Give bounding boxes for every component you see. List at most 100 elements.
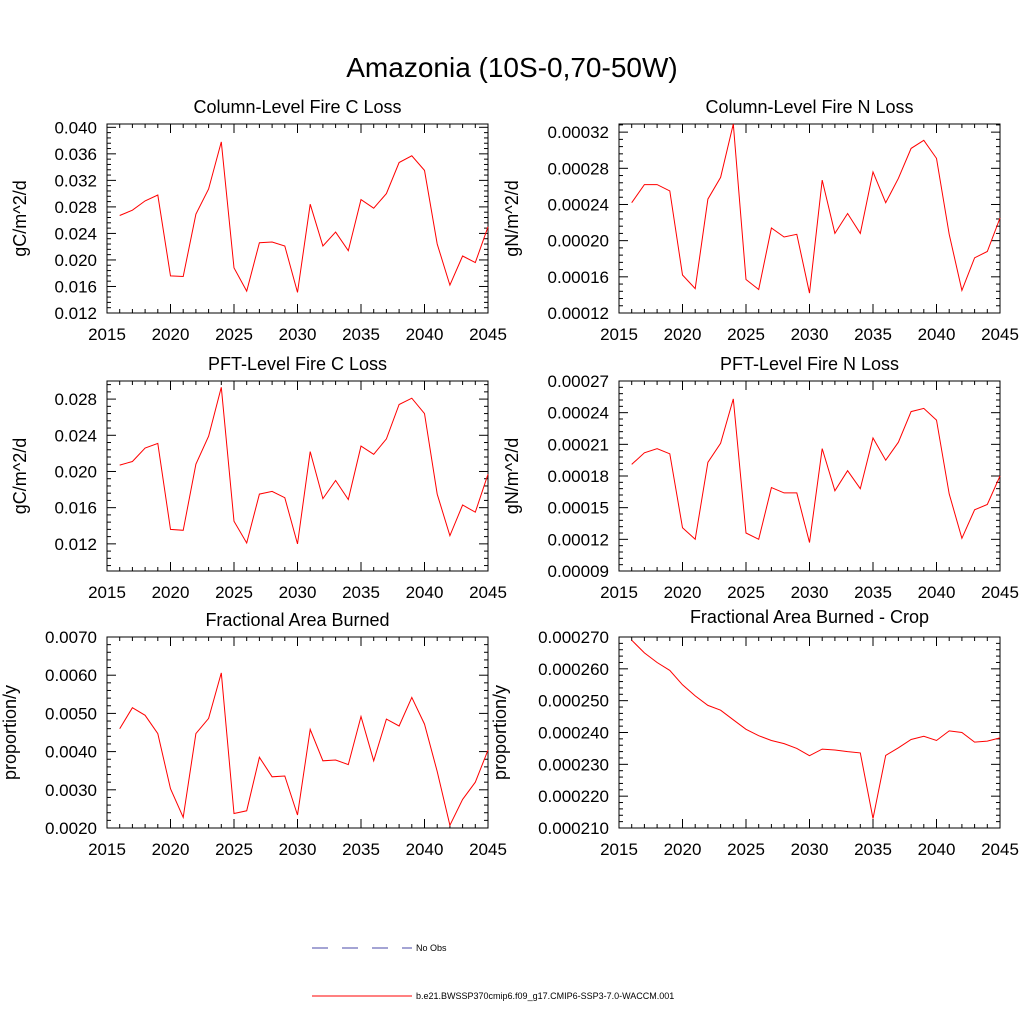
y-axis-label: proportion/y (490, 685, 510, 780)
y-tick-label: 0.00012 (548, 530, 609, 549)
y-tick-label: 0.00016 (548, 268, 609, 287)
y-tick-label: 0.000210 (538, 819, 609, 838)
x-tick-label: 2015 (88, 840, 126, 859)
y-axis-label: proportion/y (0, 685, 20, 780)
legend-label-2: b.e21.BWSSP370cmip6.f09_g17.CMIP6-SSP3-7… (416, 991, 674, 1001)
y-tick-label: 0.0070 (45, 628, 97, 647)
x-tick-label: 2035 (854, 840, 892, 859)
x-tick-label: 2015 (600, 325, 638, 344)
y-axis-label: gN/m^2/d (502, 180, 522, 256)
chart-panel-2: 2015 2020 2025 2030 2035 2040 2045 0.00012 0.000… (502, 97, 1019, 344)
chart-panel-1: 2015 2020 2025 2030 2035 2040 2045 0.012 0.016 0.… (10, 97, 507, 344)
x-tick-label: 2025 (727, 840, 765, 859)
x-tick-label: 2030 (279, 840, 317, 859)
x-tick-label: 2020 (152, 840, 190, 859)
x-tick-label: 2040 (918, 840, 956, 859)
series-line (119, 141, 489, 293)
y-tick-label: 0.00024 (548, 195, 609, 214)
series-line (119, 387, 489, 545)
x-tick-label: 2030 (791, 325, 829, 344)
legend: No Obs b.e21.BWSSP370cmip6.f09_g17.CMIP6-… (312, 943, 674, 1001)
x-tick-label: 2045 (981, 583, 1019, 602)
panel-title: PFT-Level Fire N Loss (720, 354, 899, 374)
y-tick-label: 0.000260 (538, 660, 609, 679)
x-tick-label: 2015 (600, 583, 638, 602)
series-line (631, 639, 1001, 819)
series-line (119, 672, 489, 827)
panel-title: Column-Level Fire N Loss (705, 97, 913, 117)
x-tick-label: 2020 (152, 583, 190, 602)
x-tick-label: 2045 (981, 325, 1019, 344)
x-tick-label: 2035 (854, 325, 892, 344)
y-tick-label: 0.0060 (45, 666, 97, 685)
chart-panel-5: 2015 2020 2025 2030 2035 2040 2045 0.0020 0.0030… (0, 610, 507, 859)
x-tick-label: 2020 (664, 840, 702, 859)
y-axis-label: gC/m^2/d (10, 438, 30, 514)
y-tick-label: 0.00015 (548, 499, 609, 518)
panel-title: Fractional Area Burned - Crop (690, 607, 929, 627)
plot-frame (106, 636, 489, 829)
y-tick-label: 0.012 (54, 304, 97, 323)
plot-frame (618, 123, 1001, 314)
y-tick-label: 0.028 (54, 390, 97, 409)
x-tick-label: 2040 (918, 583, 956, 602)
y-tick-label: 0.0040 (45, 743, 97, 762)
series-line (631, 398, 1001, 543)
y-tick-label: 0.00024 (548, 404, 609, 423)
y-tick-label: 0.024 (54, 426, 97, 445)
x-tick-label: 2040 (406, 840, 444, 859)
x-tick-label: 2035 (342, 840, 380, 859)
panel-title: Column-Level Fire C Loss (193, 97, 401, 117)
x-tick-label: 2020 (664, 583, 702, 602)
legend-label-1: No Obs (416, 943, 447, 953)
y-tick-label: 0.020 (54, 462, 97, 481)
plot-frame (618, 636, 1001, 829)
x-tick-label: 2045 (981, 840, 1019, 859)
y-tick-label: 0.00020 (548, 232, 609, 251)
x-tick-label: 2030 (791, 583, 829, 602)
y-tick-label: 0.0050 (45, 704, 97, 723)
x-tick-label: 2015 (600, 840, 638, 859)
x-tick-label: 2020 (664, 325, 702, 344)
x-tick-label: 2025 (215, 325, 253, 344)
y-tick-label: 0.012 (54, 535, 97, 554)
y-tick-label: 0.016 (54, 499, 97, 518)
y-tick-label: 0.00032 (548, 123, 609, 142)
plot-frame (106, 123, 489, 314)
y-tick-label: 0.0020 (45, 819, 97, 838)
y-tick-label: 0.00027 (548, 372, 609, 391)
y-tick-label: 0.000250 (538, 692, 609, 711)
y-tick-label: 0.000230 (538, 755, 609, 774)
y-tick-label: 0.028 (54, 198, 97, 217)
y-tick-label: 0.00009 (548, 562, 609, 581)
x-tick-label: 2015 (88, 583, 126, 602)
y-tick-label: 0.040 (54, 118, 97, 137)
x-tick-label: 2025 (215, 583, 253, 602)
y-tick-label: 0.00028 (548, 159, 609, 178)
x-tick-label: 2025 (727, 583, 765, 602)
y-tick-label: 0.000220 (538, 787, 609, 806)
chart-panel-3: 2015 2020 2025 2030 2035 2040 2045 0.012 0.016 0.… (10, 354, 507, 602)
x-tick-label: 2035 (342, 325, 380, 344)
x-tick-label: 2025 (215, 840, 253, 859)
chart-panel-4: 2015 2020 2025 2030 2035 2040 2045 0.00009 0.000… (502, 354, 1019, 602)
panel-title: PFT-Level Fire C Loss (208, 354, 387, 374)
x-tick-label: 2045 (469, 840, 507, 859)
y-tick-label: 0.024 (54, 224, 97, 243)
y-tick-label: 0.036 (54, 145, 97, 164)
x-tick-label: 2045 (469, 583, 507, 602)
y-tick-label: 0.00021 (548, 435, 609, 454)
x-tick-label: 2035 (854, 583, 892, 602)
x-tick-label: 2025 (727, 325, 765, 344)
x-tick-label: 2015 (88, 325, 126, 344)
x-tick-label: 2045 (469, 325, 507, 344)
x-tick-label: 2040 (918, 325, 956, 344)
x-tick-label: 2035 (342, 583, 380, 602)
y-axis-label: gC/m^2/d (10, 180, 30, 256)
y-tick-label: 0.000270 (538, 628, 609, 647)
x-tick-label: 2030 (791, 840, 829, 859)
panel-title: Fractional Area Burned (205, 610, 389, 630)
y-tick-label: 0.016 (54, 277, 97, 296)
x-tick-label: 2040 (406, 583, 444, 602)
